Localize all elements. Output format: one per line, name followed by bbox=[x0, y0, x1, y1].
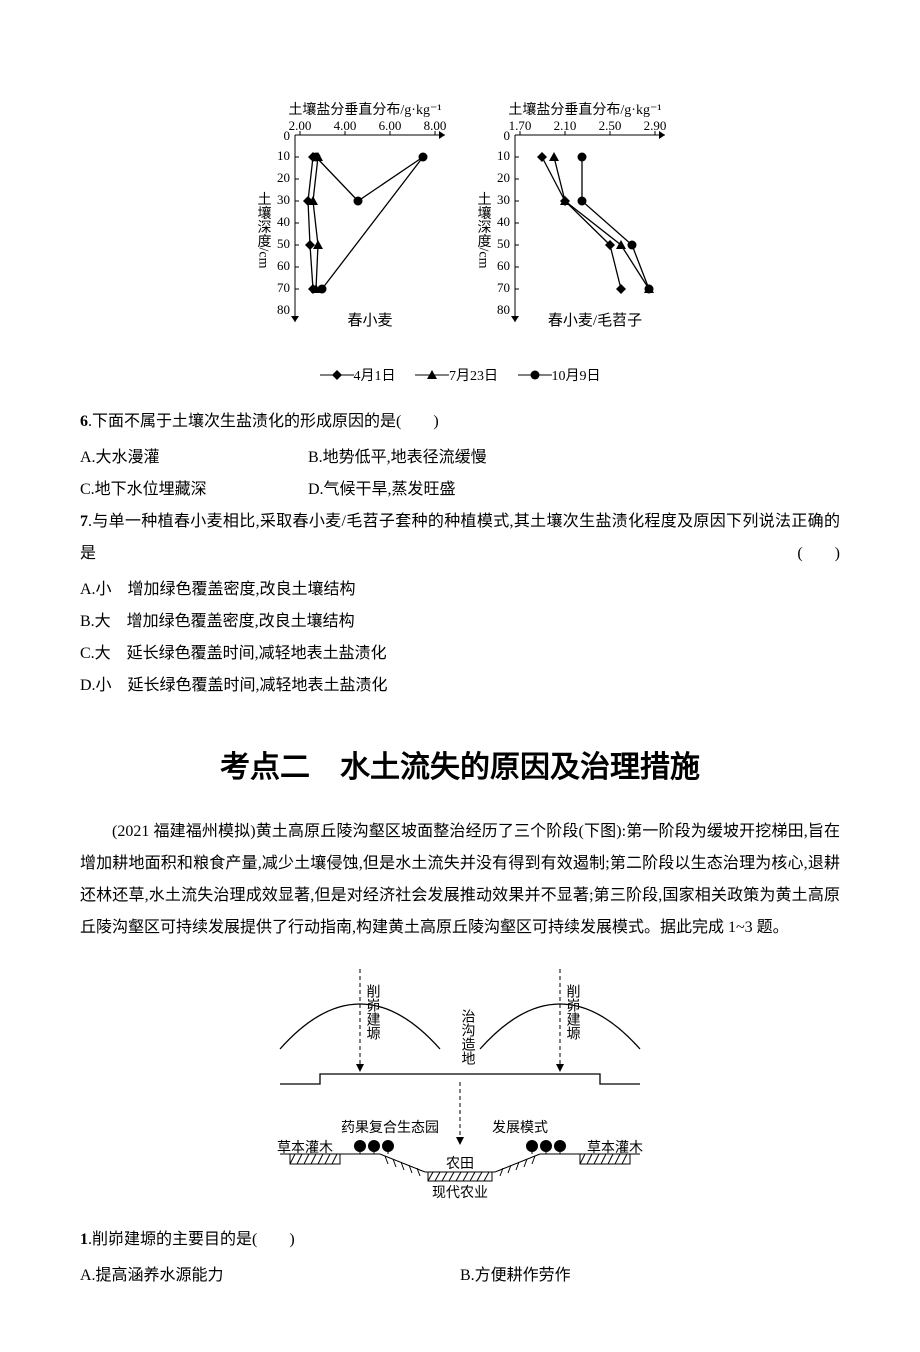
option-b: B.大 增加绿色覆盖密度,改良土壤结构 bbox=[80, 606, 840, 638]
svg-text:50: 50 bbox=[497, 236, 510, 251]
svg-text:现代农业: 现代农业 bbox=[432, 1185, 488, 1201]
svg-text:10: 10 bbox=[497, 148, 510, 163]
svg-text:土壤深度/cm: 土壤深度/cm bbox=[476, 192, 492, 269]
svg-text:0: 0 bbox=[504, 128, 511, 143]
svg-text:春小麦/毛苕子: 春小麦/毛苕子 bbox=[548, 312, 642, 329]
svg-text:70: 70 bbox=[277, 280, 290, 295]
series-jul23 bbox=[308, 152, 323, 293]
svg-text:20: 20 bbox=[497, 170, 510, 185]
svg-text:40: 40 bbox=[497, 214, 510, 229]
chart-left: 土壤盐分垂直分布/g·kg⁻¹ 2.00 4.00 6.00 8.00 0 10… bbox=[245, 100, 455, 355]
svg-text:80: 80 bbox=[497, 302, 510, 317]
chart-title: 土壤盐分垂直分布/g·kg⁻¹ bbox=[288, 101, 441, 118]
section-heading: 考点二 水土流失的原因及治理措施 bbox=[80, 742, 840, 786]
option-a: A.大水漫灌 bbox=[80, 449, 160, 466]
option-a: A.提高涵养水源能力 bbox=[80, 1267, 224, 1284]
svg-text:春小麦: 春小麦 bbox=[347, 312, 392, 329]
option-c: C.大 延长绿色覆盖时间,减轻地表土盐渍化 bbox=[80, 638, 840, 670]
option-a: A.小 增加绿色覆盖密度,改良土壤结构 bbox=[80, 574, 840, 606]
svg-text:削峁建塬: 削峁建塬 bbox=[565, 984, 581, 1040]
svg-text:6.00: 6.00 bbox=[379, 118, 402, 133]
chart-legend: 4月1日 7月23日 10月9日 bbox=[80, 365, 840, 386]
option-b: B.地势低平,地表径流缓慢 bbox=[308, 449, 487, 466]
chart-right: 土壤盐分垂直分布/g·kg⁻¹ 1.70 2.10 2.50 2.90 0 10… bbox=[465, 100, 675, 355]
trees-left bbox=[354, 1140, 394, 1154]
svg-text:发展模式: 发展模式 bbox=[492, 1120, 548, 1136]
loess-plateau-diagram: 削峁建塬 削峁建塬 治沟造地 bbox=[80, 954, 840, 1204]
legend-jul23: 7月23日 bbox=[415, 365, 498, 385]
question-7: 7.与单一种植春小麦相比,采取春小麦/毛苕子套种的种植模式,其土壤次生盐渍化程度… bbox=[80, 506, 840, 570]
svg-text:20: 20 bbox=[277, 170, 290, 185]
passage-text: (2021 福建福州模拟)黄土高原丘陵沟壑区坡面整治经历了三个阶段(下图):第一… bbox=[80, 816, 840, 944]
svg-text:治沟造地: 治沟造地 bbox=[460, 1009, 476, 1065]
question-stem: .下面不属于土壤次生盐渍化的形成原因的是( ) bbox=[88, 413, 439, 430]
svg-text:农田: 农田 bbox=[446, 1156, 474, 1172]
svg-text:30: 30 bbox=[497, 192, 510, 207]
svg-text:40: 40 bbox=[277, 214, 290, 229]
question-1: 1.削峁建塬的主要目的是( ) bbox=[80, 1224, 840, 1256]
question-number: 6 bbox=[80, 413, 88, 430]
legend-label: 7月23日 bbox=[449, 365, 498, 385]
svg-text:2.50: 2.50 bbox=[599, 118, 622, 133]
svg-text:2.00: 2.00 bbox=[289, 118, 312, 133]
option-c: C.地下水位埋藏深 bbox=[80, 481, 207, 498]
svg-text:4.00: 4.00 bbox=[334, 118, 357, 133]
svg-text:30: 30 bbox=[277, 192, 290, 207]
series-oct9 bbox=[312, 153, 428, 294]
legend-apr1: 4月1日 bbox=[320, 365, 396, 385]
paren: ( ) bbox=[797, 538, 840, 570]
svg-text:削峁建塬: 削峁建塬 bbox=[365, 984, 381, 1040]
svg-text:70: 70 bbox=[497, 280, 510, 295]
question-6-options: A.大水漫灌 B.地势低平,地表径流缓慢 C.地下水位埋藏深 D.气候干旱,蒸发旺盛 bbox=[80, 442, 840, 506]
svg-text:土壤深度/cm: 土壤深度/cm bbox=[256, 192, 272, 269]
legend-label: 10月9日 bbox=[552, 365, 601, 385]
svg-text:2.10: 2.10 bbox=[554, 118, 577, 133]
svg-text:60: 60 bbox=[277, 258, 290, 273]
svg-text:60: 60 bbox=[497, 258, 510, 273]
svg-text:2.90: 2.90 bbox=[644, 118, 667, 133]
svg-text:10: 10 bbox=[277, 148, 290, 163]
svg-text:0: 0 bbox=[284, 128, 291, 143]
trees-right bbox=[526, 1140, 566, 1154]
question-stem: .削峁建塬的主要目的是( ) bbox=[88, 1231, 295, 1248]
question-number: 7 bbox=[80, 513, 88, 530]
option-d: D.气候干旱,蒸发旺盛 bbox=[308, 481, 456, 498]
svg-text:药果复合生态园: 药果复合生态园 bbox=[341, 1119, 439, 1136]
legend-label: 4月1日 bbox=[354, 365, 396, 385]
question-7-options: A.小 增加绿色覆盖密度,改良土壤结构 B.大 增加绿色覆盖密度,改良土壤结构 … bbox=[80, 574, 840, 702]
svg-text:草本灌木: 草本灌木 bbox=[277, 1140, 333, 1156]
svg-text:1.70: 1.70 bbox=[509, 118, 532, 133]
svg-text:8.00: 8.00 bbox=[424, 118, 447, 133]
svg-text:草本灌木: 草本灌木 bbox=[587, 1140, 643, 1156]
chart-title: 土壤盐分垂直分布/g·kg⁻¹ bbox=[508, 101, 661, 118]
soil-salinity-charts: 土壤盐分垂直分布/g·kg⁻¹ 2.00 4.00 6.00 8.00 0 10… bbox=[80, 100, 840, 355]
question-stem: .与单一种植春小麦相比,采取春小麦/毛苕子套种的种植模式,其土壤次生盐渍化程度及… bbox=[80, 513, 840, 562]
svg-text:80: 80 bbox=[277, 302, 290, 317]
option-b: B.方便耕作劳作 bbox=[460, 1267, 571, 1284]
svg-text:50: 50 bbox=[277, 236, 290, 251]
legend-oct9: 10月9日 bbox=[518, 365, 601, 385]
option-d: D.小 延长绿色覆盖时间,减轻地表土盐渍化 bbox=[80, 670, 840, 702]
question-1-options: A.提高涵养水源能力 B.方便耕作劳作 bbox=[80, 1260, 840, 1292]
hatch-center bbox=[428, 1172, 492, 1181]
question-6: 6.下面不属于土壤次生盐渍化的形成原因的是( ) bbox=[80, 406, 840, 438]
question-number: 1 bbox=[80, 1231, 88, 1248]
